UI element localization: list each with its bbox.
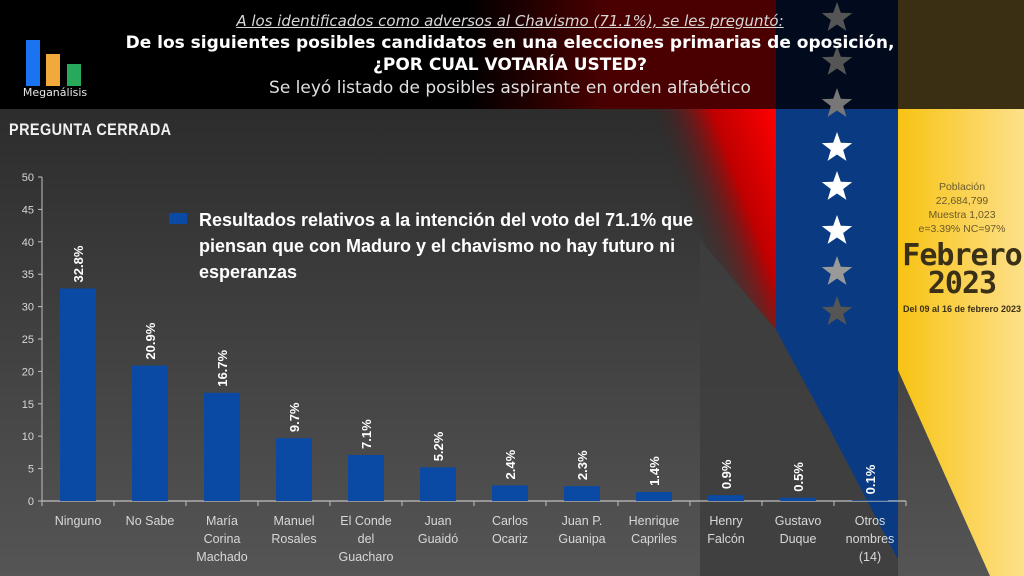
logo-bar-blue [26,40,40,86]
data-label: 1.4% [647,456,662,486]
category-label: Guaidó [418,532,458,546]
y-tick-label: 20 [22,366,34,378]
data-label: 7.1% [359,419,374,449]
y-tick-label: 5 [28,464,34,476]
data-label: 2.4% [503,449,518,479]
header-question-line1: De los siguientes posibles candidatos en… [125,33,895,53]
category-label: Falcón [707,532,745,546]
data-label: 20.9% [143,322,158,359]
data-label: 16.7% [215,349,230,386]
category-label: Juan P. [562,514,603,528]
y-tick-label: 15 [22,399,34,411]
data-label: 0.1% [863,464,878,494]
category-label: Duque [780,532,817,546]
meganalisis-logo: Meganálisis [20,36,90,99]
category-label: nombres [846,532,895,546]
header-question-line2: ¿POR CUAL VOTARÍA USTED? [373,55,647,75]
category-label: El Conde [340,514,391,528]
category-label: (14) [859,550,881,564]
category-label: Ninguno [55,514,102,528]
category-label: Ocariz [492,532,528,546]
bar [780,497,816,501]
flag-star-icon [821,88,853,117]
category-label: Machado [196,550,247,564]
bar [348,454,384,501]
population-value: 22,684,799 [935,195,989,207]
header-note: Se leyó listado de posibles aspirante en… [269,78,751,98]
bar [204,392,240,501]
data-label: 5.2% [431,431,446,461]
sample-size: Muestra 1,023 [928,209,996,221]
category-label: Henry [709,514,743,528]
survey-year: 2023 [927,266,997,301]
y-tick-label: 40 [22,237,34,249]
bar [276,438,312,501]
flag-star-icon [821,2,853,31]
flag-star-icon [821,296,853,325]
category-label: Capriles [631,532,677,546]
legend-swatch [169,213,187,224]
error-confidence: e=3.39% NC=97% [918,223,1006,235]
bar [420,467,456,501]
bar [564,486,600,501]
survey-month: Febrero [902,238,1022,273]
flag-star-icon [821,215,853,244]
flag-star-icon [821,46,853,75]
data-label: 9.7% [287,402,302,432]
y-tick-label: 25 [22,334,34,346]
y-tick-label: 50 [22,172,34,184]
logo-bar-green [67,64,81,86]
flag-star-icon [821,132,853,161]
category-label: Otros [855,514,886,528]
population-label: Población [938,181,986,193]
category-label: Guacharo [339,550,394,564]
data-label: 0.9% [719,459,734,489]
y-tick-label: 45 [22,204,34,216]
bar [708,495,744,501]
flag-star-icon [821,256,853,285]
category-label: Corina [204,532,241,546]
category-label: No Sabe [126,514,175,528]
category-label: Gustavo [775,514,822,528]
bar [492,485,528,501]
legend-text: Resultados relativos a la intención del … [199,210,694,282]
data-label: 0.5% [791,462,806,492]
logo-text: Meganálisis [22,86,88,99]
y-tick-label: 35 [22,269,34,281]
question-type-label: PREGUNTA CERRADA [9,120,172,139]
category-label: Juan [424,514,451,528]
category-label: María [206,514,238,528]
data-label: 2.3% [575,450,590,480]
data-label: 32.8% [71,245,86,282]
y-tick-label: 30 [22,302,34,314]
category-label: del [358,532,375,546]
bar [132,365,168,501]
category-label: Rosales [271,532,316,546]
category-label: Guanipa [558,532,605,546]
survey-info-panel: Población 22,684,799 Muestra 1,023 e=3.3… [900,180,1024,314]
bar [60,288,96,501]
category-label: Henrique [629,514,680,528]
category-label: Manuel [274,514,315,528]
flag-star-icon [821,171,853,200]
bar [852,500,888,501]
survey-date-range: Del 09 al 16 de febrero 2023 [902,304,1022,314]
y-tick-label: 10 [22,431,34,443]
logo-bar-orange [46,54,60,86]
category-label: Carlos [492,514,528,528]
bar [636,491,672,501]
header-intro: A los identificados como adversos al Cha… [236,12,784,30]
y-tick-label: 0 [28,496,34,508]
